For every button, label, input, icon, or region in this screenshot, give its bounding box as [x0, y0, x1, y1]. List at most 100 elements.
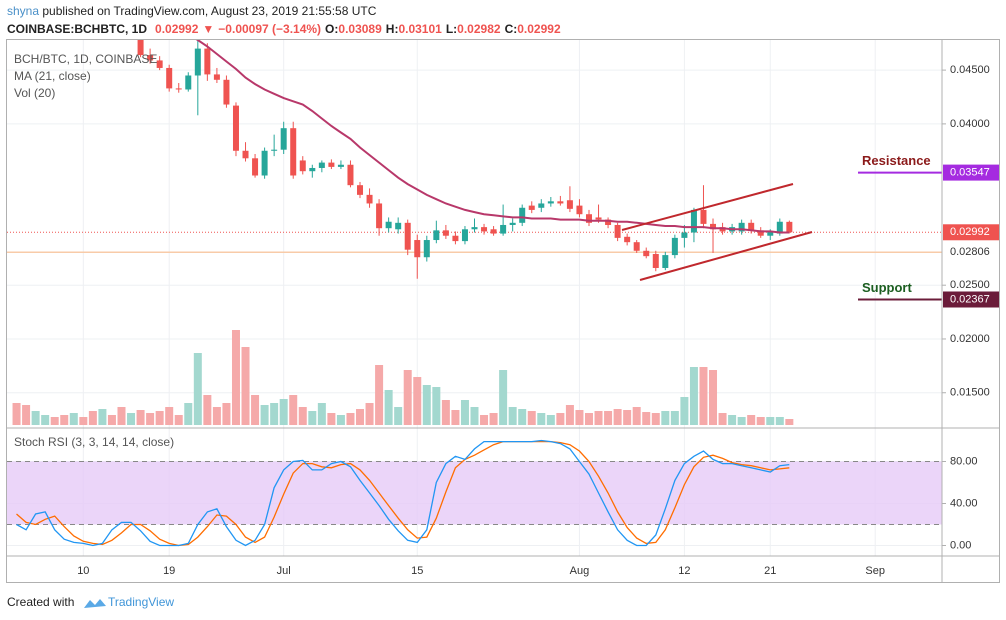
candle-body: [213, 74, 220, 80]
volume-bar: [527, 411, 536, 425]
candle-body: [481, 227, 488, 232]
volume-bar: [279, 399, 288, 425]
y-tick-label: 0.02000: [950, 333, 990, 345]
author: shyna: [7, 4, 39, 18]
candle-body: [204, 48, 211, 75]
legend-symbol: BCH/BTC, 1D, COINBASE: [14, 52, 157, 66]
y-tick-label: 0.04500: [950, 64, 990, 76]
candle-body: [223, 79, 230, 105]
volume-bar: [470, 407, 479, 425]
candle-body: [328, 162, 335, 167]
candle-body: [318, 162, 325, 168]
candle-body: [395, 222, 402, 230]
volume-bar: [785, 419, 794, 425]
volume-bar: [546, 415, 555, 425]
x-tick-label: 19: [163, 565, 175, 577]
candle-body: [242, 150, 249, 159]
price-pane: [7, 40, 942, 279]
y-tick-label: 0.04000: [950, 118, 990, 130]
ohlc-label: H:: [386, 22, 399, 36]
candle-body: [490, 229, 497, 234]
frame: [6, 39, 1000, 583]
channel-line: [639, 231, 813, 281]
candle-body: [185, 75, 192, 90]
volume-bar: [60, 415, 69, 425]
candle-body: [738, 222, 745, 232]
volume-bar: [356, 409, 365, 425]
level-label-box: [943, 291, 1000, 308]
volume-bar: [460, 400, 469, 425]
candle-body: [414, 240, 421, 258]
candle-body: [137, 40, 144, 56]
candle-body: [643, 250, 650, 257]
footer-text: Created with: [7, 595, 74, 609]
header-publish: shyna published on TradingView.com, Augu…: [7, 4, 377, 18]
volume-bar: [155, 411, 164, 425]
candle-body: [614, 224, 621, 238]
candle-body: [337, 164, 344, 167]
volume-bar: [117, 407, 126, 425]
candle-body: [156, 60, 163, 68]
volume-bar: [737, 417, 746, 425]
footer-logo: [84, 599, 106, 608]
volume-bar: [718, 413, 727, 425]
volume-bar: [747, 415, 756, 425]
stoch-k-line: [16, 439, 790, 547]
candle-body: [700, 209, 707, 224]
volume-bar: [31, 411, 40, 425]
candle-body: [671, 237, 678, 256]
volume-bar: [670, 411, 679, 425]
candle-body: [280, 128, 287, 150]
stoch-pane: [16, 439, 790, 547]
volume-bar: [584, 413, 593, 425]
ref-label: 0.02806: [950, 246, 990, 258]
volume-bar: [680, 397, 689, 425]
candle-body: [605, 219, 612, 225]
candle-body: [690, 209, 697, 233]
volume-bar: [384, 390, 393, 425]
volume-bar: [432, 387, 441, 425]
candle-body: [547, 201, 554, 204]
candle-body: [347, 164, 354, 186]
candle-body: [252, 158, 259, 176]
volume-bar: [88, 411, 97, 425]
ohlc-value: 0.03089: [338, 22, 382, 36]
volume-bar: [728, 415, 737, 425]
y-tick-label: 0.02500: [950, 279, 990, 291]
candle-body: [271, 149, 278, 151]
volume-bar: [346, 413, 355, 425]
volume: [12, 330, 794, 425]
last-close: 0.02992: [155, 22, 199, 36]
volume-bar: [756, 417, 765, 425]
candle-body: [299, 160, 306, 172]
volume-bar: [604, 411, 613, 425]
header-symbol: COINBASE:BCHBTC, 1D 0.02992 ▼ −0.00097 (−3.…: [7, 22, 561, 36]
volume-bar: [775, 417, 784, 425]
volume-bar: [556, 413, 565, 425]
volume-bar: [632, 407, 641, 425]
volume-bar: [518, 409, 527, 425]
volume-bar: [537, 413, 546, 425]
x-tick-label: Sep: [865, 565, 885, 577]
candle-body: [471, 227, 478, 230]
volume-bar: [489, 413, 498, 425]
last-price-box: [943, 224, 1000, 241]
level-name: Support: [862, 280, 912, 295]
candle-body: [662, 255, 669, 268]
footer-brand: TradingView: [108, 595, 174, 609]
volume-bar: [22, 405, 31, 425]
candle-body: [652, 254, 659, 268]
candle-body: [175, 88, 182, 90]
volume-bar: [127, 413, 136, 425]
candle-body: [376, 203, 383, 229]
x-tick-label: 12: [678, 565, 690, 577]
volume-bar: [709, 370, 718, 425]
volume-bar: [241, 347, 250, 425]
candle-body: [519, 207, 526, 223]
candle-body: [452, 235, 459, 242]
channel-line: [621, 183, 794, 231]
ohlc-label: L:: [446, 22, 457, 36]
